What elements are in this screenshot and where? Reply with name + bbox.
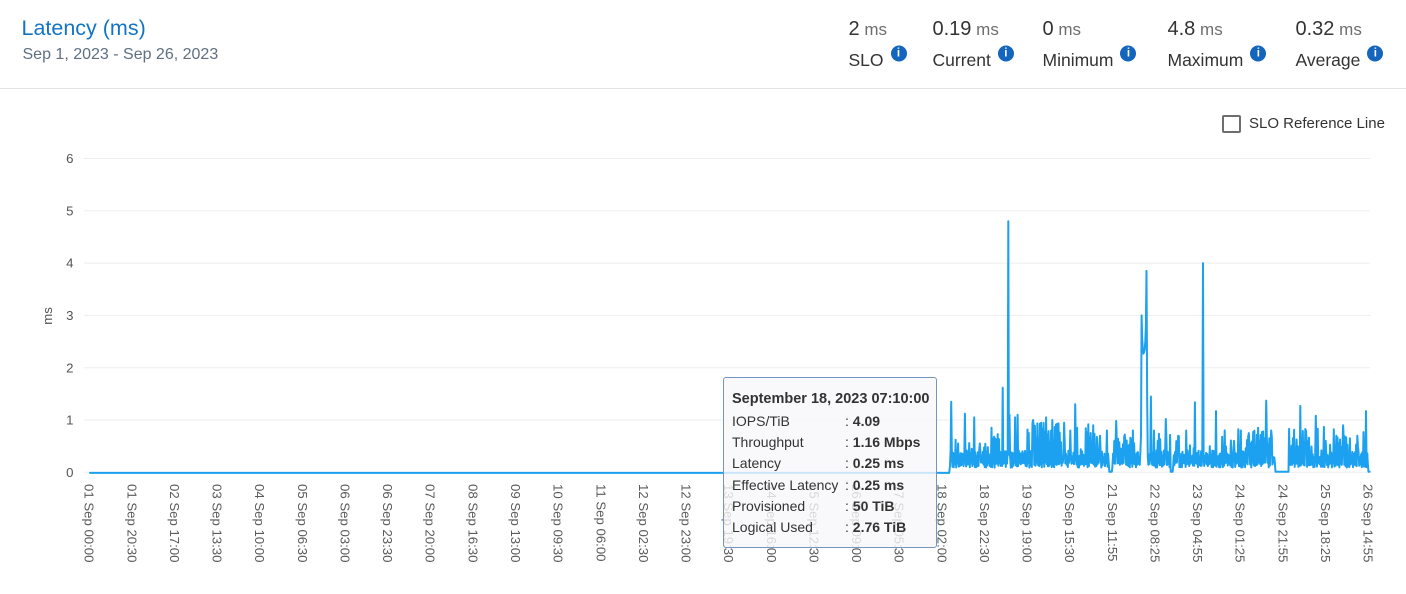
svg-text:18 Sep 02:00: 18 Sep 02:00	[934, 484, 949, 562]
svg-text:3: 3	[66, 308, 73, 323]
svg-text:05 Sep 06:30: 05 Sep 06:30	[295, 484, 310, 562]
svg-text:12 Sep 23:00: 12 Sep 23:00	[679, 484, 694, 562]
svg-text:2: 2	[66, 360, 73, 375]
svg-text:1: 1	[66, 413, 73, 428]
svg-text:4: 4	[66, 256, 73, 271]
svg-text:20 Sep 15:30: 20 Sep 15:30	[1062, 484, 1077, 562]
svg-text:24 Sep 01:25: 24 Sep 01:25	[1233, 484, 1248, 562]
svg-text:02 Sep 17:00: 02 Sep 17:00	[167, 484, 182, 562]
svg-text:08 Sep 16:30: 08 Sep 16:30	[465, 484, 480, 562]
svg-text:26 Sep 14:55: 26 Sep 14:55	[1361, 484, 1376, 562]
svg-text:23 Sep 04:55: 23 Sep 04:55	[1190, 484, 1205, 562]
svg-text:10 Sep 09:30: 10 Sep 09:30	[551, 484, 566, 562]
svg-text:06 Sep 23:30: 06 Sep 23:30	[380, 484, 395, 562]
svg-text:01 Sep 00:00: 01 Sep 00:00	[82, 484, 97, 562]
svg-text:25 Sep 18:25: 25 Sep 18:25	[1318, 484, 1333, 562]
svg-text:ms: ms	[40, 307, 55, 325]
svg-text:18 Sep 22:30: 18 Sep 22:30	[977, 484, 992, 562]
svg-text:0: 0	[66, 465, 73, 480]
svg-text:6: 6	[66, 151, 73, 166]
svg-text:12 Sep 02:30: 12 Sep 02:30	[636, 484, 651, 562]
svg-text:19 Sep 19:00: 19 Sep 19:00	[1020, 484, 1035, 562]
svg-text:22 Sep 08:25: 22 Sep 08:25	[1148, 484, 1163, 562]
svg-text:24 Sep 21:55: 24 Sep 21:55	[1275, 484, 1290, 562]
svg-text:04 Sep 10:00: 04 Sep 10:00	[252, 484, 267, 562]
svg-text:03 Sep 13:30: 03 Sep 13:30	[210, 484, 225, 562]
svg-text:09 Sep 13:00: 09 Sep 13:00	[508, 484, 523, 562]
svg-text:07 Sep 20:00: 07 Sep 20:00	[423, 484, 438, 562]
svg-text:06 Sep 03:00: 06 Sep 03:00	[338, 484, 353, 562]
svg-text:11 Sep 06:00: 11 Sep 06:00	[593, 484, 608, 561]
svg-text:21 Sep 11:55: 21 Sep 11:55	[1105, 484, 1120, 561]
svg-text:5: 5	[66, 203, 73, 218]
svg-text:01 Sep 20:30: 01 Sep 20:30	[124, 484, 139, 562]
